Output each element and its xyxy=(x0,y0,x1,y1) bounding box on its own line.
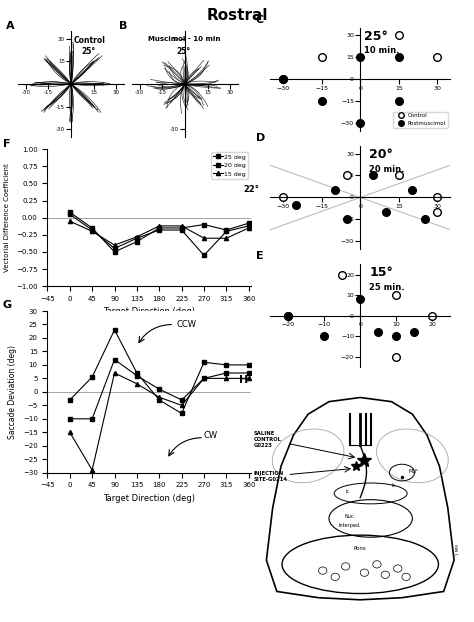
Line: 25 deg: 25 deg xyxy=(68,210,251,254)
15 deg xyxy=(246,224,252,231)
25 deg xyxy=(224,226,229,234)
Text: B: B xyxy=(119,21,128,31)
25 deg xyxy=(156,224,162,231)
20 deg xyxy=(201,252,207,259)
Text: Nuc.: Nuc. xyxy=(344,514,356,519)
Text: SALINE
CONTROL
G0223: SALINE CONTROL G0223 xyxy=(254,431,282,447)
Text: Rostral: Rostral xyxy=(206,8,268,23)
Text: MLF: MLF xyxy=(408,468,418,473)
20 deg xyxy=(89,226,95,234)
25 deg xyxy=(134,238,140,245)
25 deg xyxy=(201,221,207,228)
20 deg xyxy=(156,226,162,234)
15 deg xyxy=(201,234,207,242)
Legend: Control, Postmuscimol: Control, Postmuscimol xyxy=(393,112,447,128)
25 deg xyxy=(246,220,252,227)
15 deg xyxy=(134,233,140,241)
15 deg xyxy=(224,234,229,242)
Text: 1 MM: 1 MM xyxy=(456,544,460,555)
Text: A: A xyxy=(6,21,14,31)
Text: 15°: 15° xyxy=(369,266,393,279)
20 deg xyxy=(134,234,140,242)
Text: Control: Control xyxy=(73,36,105,45)
Text: 25°: 25° xyxy=(364,30,388,43)
Legend: 25 deg, 20 deg, 15 deg: 25 deg, 20 deg, 15 deg xyxy=(211,152,248,179)
Text: G: G xyxy=(2,300,12,310)
20 deg xyxy=(67,210,73,218)
Text: 25°: 25° xyxy=(176,47,191,56)
25 deg xyxy=(179,224,184,231)
Text: E: E xyxy=(256,251,264,261)
Text: 22°: 22° xyxy=(243,185,259,194)
20 deg xyxy=(224,228,229,235)
Text: 10 min.: 10 min. xyxy=(364,47,399,55)
Y-axis label: Vectorial Difference Coefficient: Vectorial Difference Coefficient xyxy=(4,164,10,272)
Text: F: F xyxy=(2,139,10,149)
Line: 20 deg: 20 deg xyxy=(68,212,251,258)
25 deg xyxy=(67,208,73,216)
Text: 20 min.: 20 min. xyxy=(369,165,405,174)
25 deg xyxy=(89,224,95,231)
Y-axis label: Saccade Deviation (deg): Saccade Deviation (deg) xyxy=(8,345,17,439)
X-axis label: Target Direction (deg): Target Direction (deg) xyxy=(103,494,195,503)
Text: Pons: Pons xyxy=(354,545,366,550)
Text: H: H xyxy=(239,375,248,385)
Text: ic: ic xyxy=(392,483,395,488)
Text: 25 min.: 25 min. xyxy=(369,283,405,292)
15 deg xyxy=(179,222,184,230)
Text: D: D xyxy=(256,133,265,143)
X-axis label: Target Direction (deg): Target Direction (deg) xyxy=(103,307,195,317)
15 deg xyxy=(67,217,73,225)
Text: C: C xyxy=(256,15,264,25)
Text: Interped.: Interped. xyxy=(338,523,361,528)
15 deg xyxy=(156,222,162,230)
Text: 25°: 25° xyxy=(82,47,96,56)
25 deg xyxy=(112,248,118,256)
20 deg xyxy=(112,244,118,253)
15 deg xyxy=(112,241,118,249)
20 deg xyxy=(179,226,184,234)
Text: CW: CW xyxy=(204,430,218,440)
Line: 15 deg: 15 deg xyxy=(68,219,251,247)
Text: 20°: 20° xyxy=(369,148,393,161)
Text: Muscimol - 10 min: Muscimol - 10 min xyxy=(148,36,220,42)
Text: INJECTION
SITE-G0214: INJECTION SITE-G0214 xyxy=(254,471,288,482)
20 deg xyxy=(246,222,252,230)
15 deg xyxy=(89,228,95,235)
Text: ic: ic xyxy=(346,490,350,494)
Text: CCW: CCW xyxy=(177,320,197,329)
